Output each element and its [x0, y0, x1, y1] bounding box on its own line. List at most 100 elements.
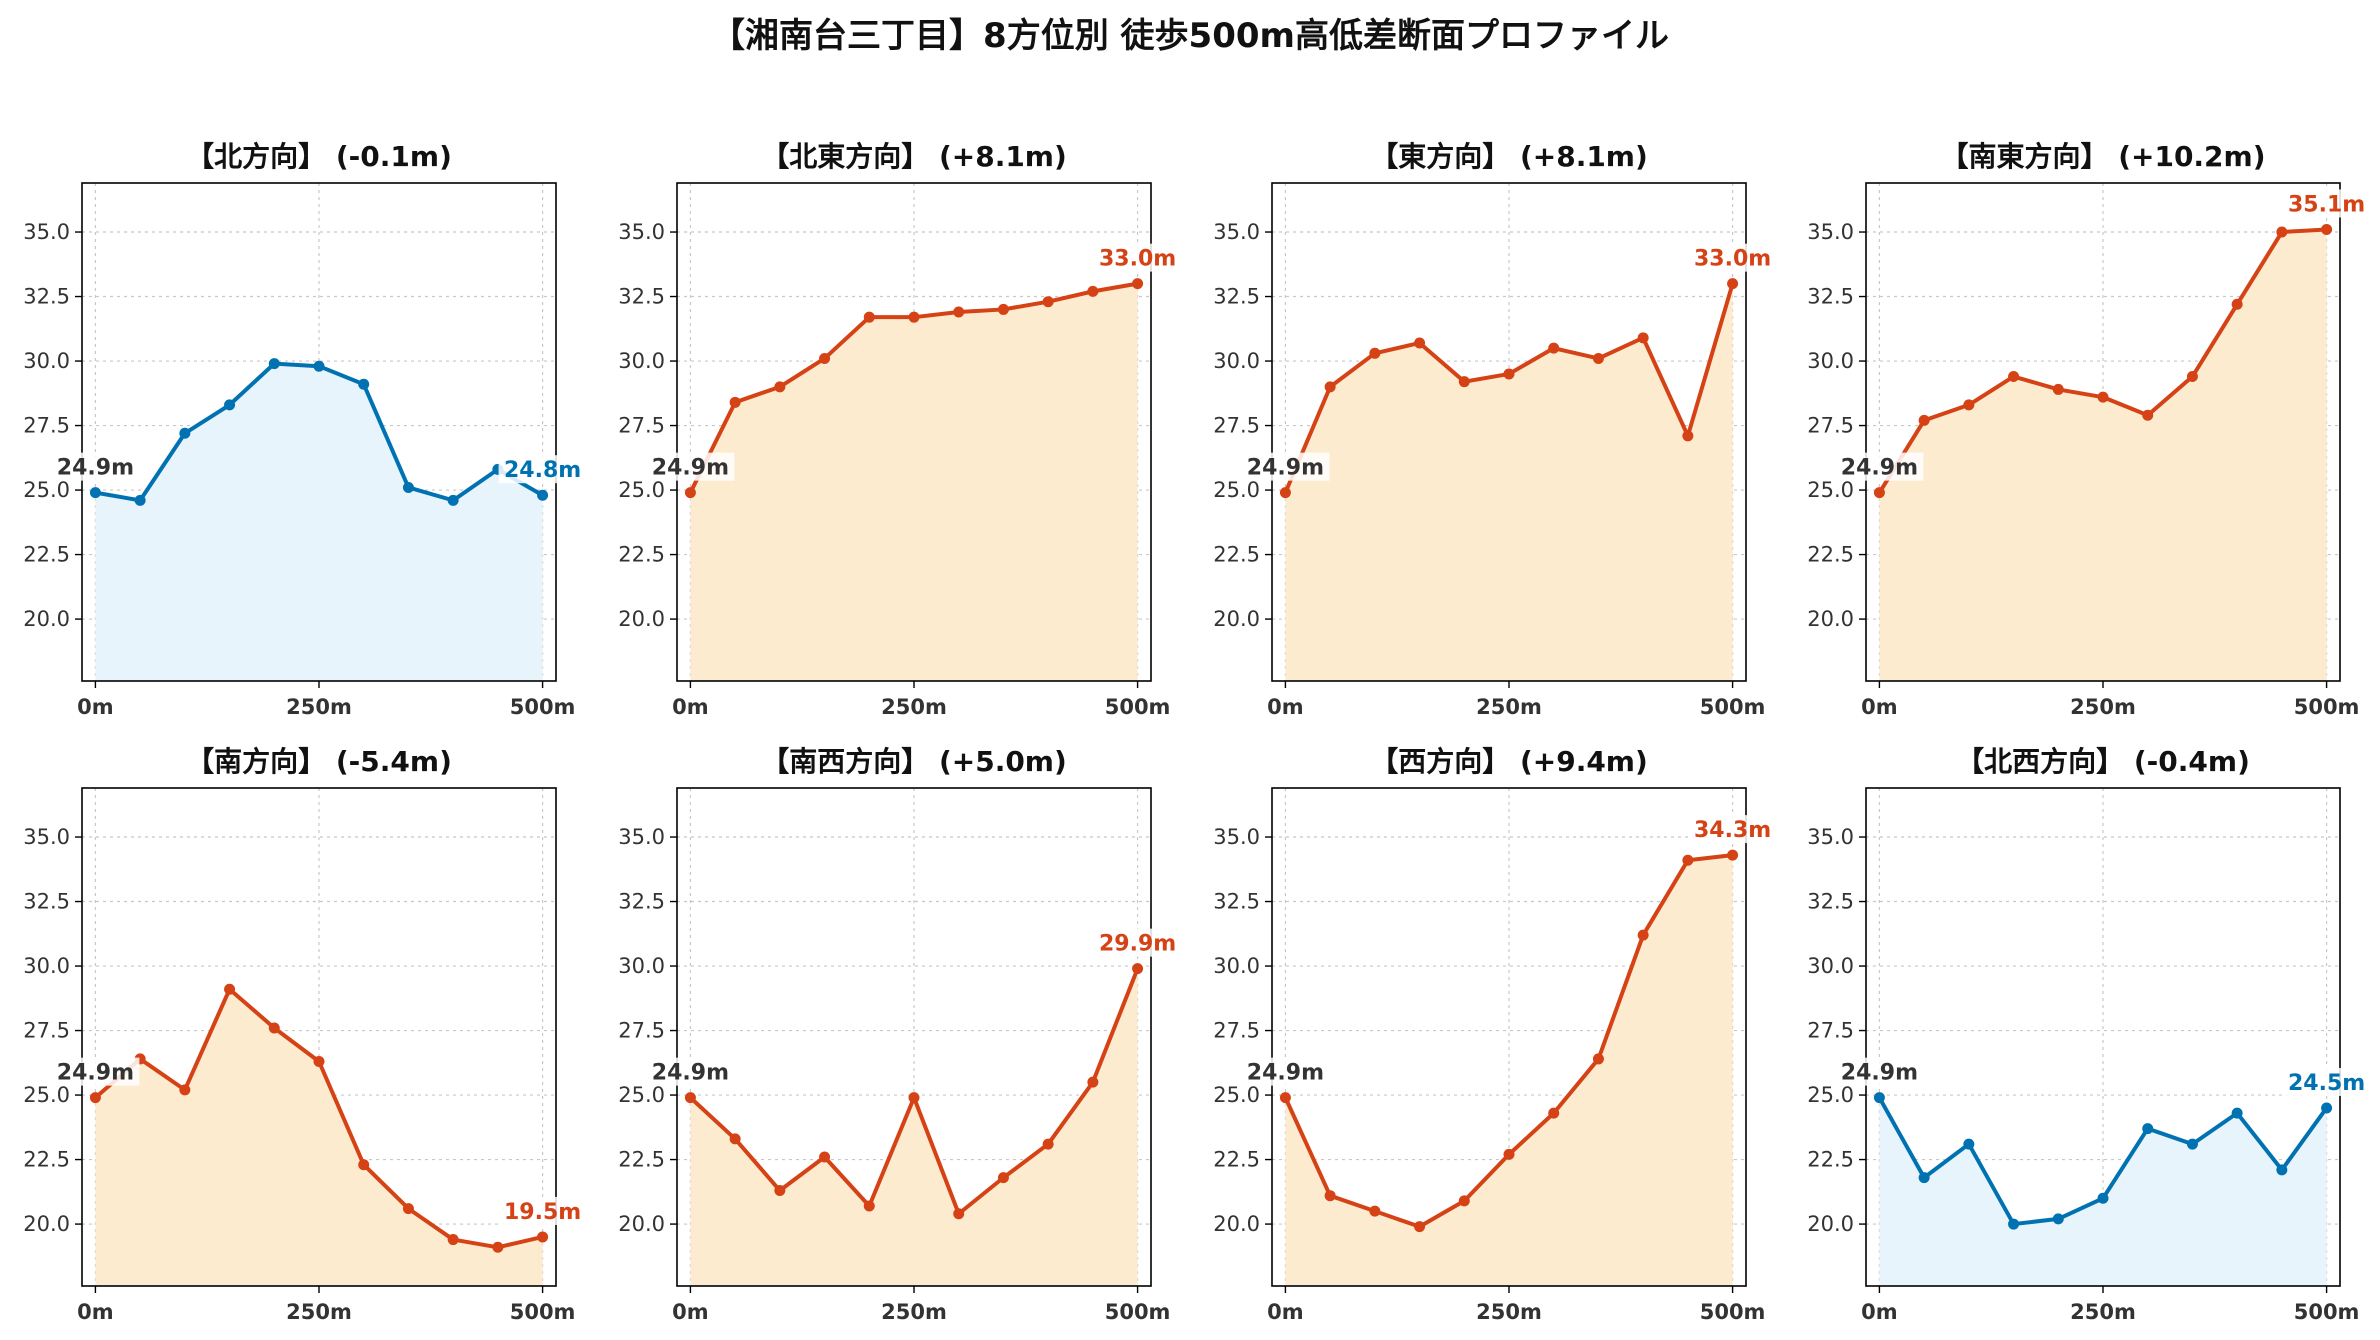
y-tick-label: 30.0 — [618, 349, 665, 373]
data-point — [358, 1159, 370, 1171]
y-tick-label: 20.0 — [1213, 607, 1260, 631]
start-label-box — [1835, 1057, 1924, 1086]
data-point — [2097, 391, 2109, 403]
data-point — [537, 1231, 549, 1243]
data-point — [179, 1084, 191, 1096]
y-tick-label: 20.0 — [618, 1212, 665, 1236]
end-label: 24.5m — [2288, 1071, 2365, 1096]
data-point — [774, 1185, 786, 1197]
data-point — [684, 487, 696, 499]
y-tick-label: 27.5 — [1807, 414, 1854, 438]
data-point — [2321, 1102, 2333, 1114]
data-point — [863, 1200, 875, 1212]
data-point — [2186, 371, 2198, 383]
start-label: 24.9m — [1841, 1061, 1918, 1086]
y-tick-label: 20.0 — [1807, 1212, 1854, 1236]
data-point — [1324, 381, 1336, 393]
data-point — [268, 1022, 280, 1034]
y-tick-label: 30.0 — [1213, 349, 1260, 373]
data-point — [729, 1133, 741, 1145]
y-tick-label: 30.0 — [1213, 954, 1260, 978]
start-label-box — [646, 452, 735, 481]
data-point — [1548, 1107, 1560, 1119]
subplot-5: 20.0 22.5 25.0 27.5 30.0 32.5 35.0 0m 250m 500m 【南… — [618, 745, 1182, 1324]
data-point — [1087, 1076, 1099, 1088]
y-tick-label: 32.5 — [1213, 890, 1260, 914]
data-point — [134, 494, 146, 506]
x-tick-label: 0m — [77, 695, 114, 719]
data-point — [908, 1092, 920, 1104]
y-tick-label: 30.0 — [1807, 954, 1854, 978]
area-fill — [690, 968, 1138, 1286]
y-tick-label: 32.5 — [618, 890, 665, 914]
data-point — [1592, 352, 1604, 364]
data-point — [2052, 383, 2064, 395]
data-point — [1503, 368, 1515, 380]
data-point — [2008, 1218, 2020, 1230]
subplot-title: 【北方向】 (-0.1m) — [186, 140, 452, 173]
subplot-title: 【北東方向】 (+8.1m) — [761, 140, 1067, 173]
data-point — [447, 1234, 459, 1246]
data-point — [997, 303, 1009, 315]
y-tick-label: 27.5 — [1807, 1019, 1854, 1043]
x-tick-label: 0m — [672, 1300, 709, 1324]
y-tick-label: 25.0 — [1807, 478, 1854, 502]
y-tick-label: 22.5 — [618, 543, 665, 567]
start-label: 24.9m — [652, 1061, 729, 1086]
data-point — [1873, 1092, 1885, 1104]
data-point — [2097, 1192, 2109, 1204]
x-tick-label: 0m — [77, 1300, 114, 1324]
end-label: 35.1m — [2288, 192, 2365, 217]
data-point — [1324, 1190, 1336, 1202]
x-tick-label: 250m — [286, 1300, 352, 1324]
y-tick-label: 25.0 — [1213, 478, 1260, 502]
end-label-box — [1688, 243, 1777, 272]
data-point — [908, 311, 920, 323]
y-tick-label: 27.5 — [618, 1019, 665, 1043]
end-label-box — [1093, 243, 1182, 272]
data-point — [1369, 1205, 1381, 1217]
data-point — [1087, 285, 1099, 297]
y-tick-label: 30.0 — [23, 349, 70, 373]
y-tick-label: 35.0 — [1807, 220, 1854, 244]
y-tick-label: 32.5 — [1807, 285, 1854, 309]
x-tick-label: 250m — [1476, 695, 1542, 719]
data-point — [313, 360, 325, 372]
y-tick-label: 35.0 — [618, 220, 665, 244]
data-point — [1279, 487, 1291, 499]
data-point — [2276, 226, 2288, 238]
x-tick-label: 250m — [881, 1300, 947, 1324]
data-point — [1918, 1172, 1930, 1184]
data-point — [774, 381, 786, 393]
data-point — [1369, 347, 1381, 359]
subplot-4: 20.0 22.5 25.0 27.5 30.0 32.5 35.0 0m 250m 500m 【南… — [23, 745, 587, 1324]
data-point — [492, 1241, 504, 1253]
data-point — [313, 1056, 325, 1068]
data-point — [2008, 371, 2020, 383]
y-tick-label: 32.5 — [1213, 285, 1260, 309]
x-tick-label: 500m — [1700, 1300, 1766, 1324]
area-fill — [690, 283, 1138, 681]
data-point — [1918, 414, 1930, 426]
y-tick-label: 30.0 — [618, 954, 665, 978]
area-fill — [95, 363, 543, 681]
end-label: 34.3m — [1694, 818, 1771, 843]
subplot-title: 【北西方向】 (-0.4m) — [1956, 745, 2250, 778]
end-label-box — [498, 455, 587, 484]
data-point — [1279, 1092, 1291, 1104]
y-tick-label: 35.0 — [23, 825, 70, 849]
data-point — [179, 427, 191, 439]
x-tick-label: 500m — [1105, 695, 1171, 719]
data-point — [2142, 1123, 2154, 1135]
data-point — [1042, 296, 1054, 308]
y-tick-label: 22.5 — [1213, 1148, 1260, 1172]
x-tick-label: 500m — [1105, 1300, 1171, 1324]
data-point — [2231, 298, 2243, 310]
data-point — [2142, 409, 2154, 421]
y-tick-label: 27.5 — [618, 414, 665, 438]
data-point — [2052, 1213, 2064, 1225]
end-label: 19.5m — [504, 1200, 581, 1225]
data-point — [2276, 1164, 2288, 1176]
start-label: 24.9m — [652, 456, 729, 481]
